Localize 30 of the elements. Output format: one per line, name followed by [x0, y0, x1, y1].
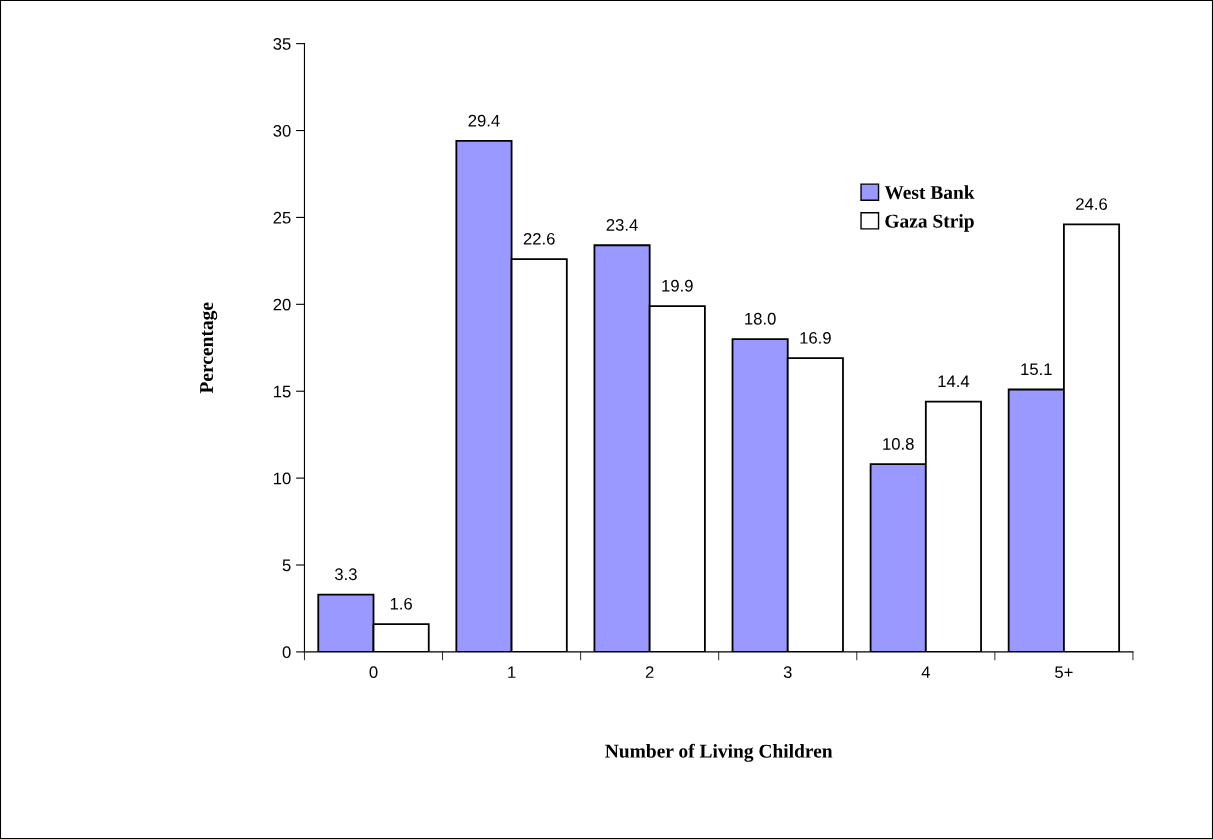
- x-tick-label: 1: [508, 666, 516, 678]
- y-tick-label: 20: [273, 298, 291, 311]
- y-axis-title: Percentage: [200, 302, 218, 394]
- y-tick-label: 30: [273, 124, 291, 137]
- legend-label: Gaza Strip: [885, 214, 974, 232]
- y-tick-label: 0: [282, 646, 291, 659]
- data-label: 16.9: [800, 331, 831, 344]
- data-label: 23.4: [606, 219, 638, 231]
- data-label: 19.9: [662, 279, 693, 292]
- data-label: 15.1: [1021, 363, 1052, 376]
- y-tick-label: 15: [274, 385, 291, 398]
- x-tick-label: 3: [783, 666, 792, 679]
- data-label: 10.8: [883, 438, 914, 450]
- x-axis-title: Number of Living Children: [605, 743, 833, 762]
- data-label: 18.0: [745, 312, 776, 325]
- data-label: 29.4: [468, 114, 500, 127]
- y-tick-label: 35: [273, 38, 291, 50]
- legend-label: West Bank: [884, 185, 975, 200]
- x-tick-label: 0: [369, 666, 378, 679]
- x-tick-label: 4: [921, 666, 930, 678]
- data-label: 24.6: [1076, 198, 1108, 210]
- y-tick-label: 10: [274, 472, 291, 485]
- data-label: 14.4: [938, 375, 970, 388]
- data-label: 22.6: [523, 232, 555, 245]
- data-label: 1.6: [390, 597, 412, 610]
- x-tick-label: 2: [645, 666, 654, 678]
- data-label: 3.3: [334, 568, 357, 581]
- x-tick-label: 5+: [1055, 666, 1073, 679]
- y-tick-label: 5: [282, 559, 291, 572]
- y-tick-label: 25: [273, 211, 291, 224]
